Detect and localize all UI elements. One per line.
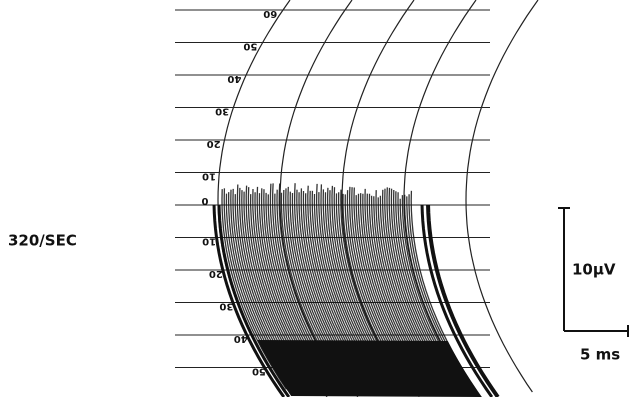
grid-label: 20 bbox=[207, 138, 221, 149]
grid-label: 60 bbox=[263, 8, 277, 19]
grid-label: 10 bbox=[202, 171, 216, 182]
rate-label: 320/SEC bbox=[8, 232, 77, 250]
grid-label: 50 bbox=[243, 41, 257, 52]
amplitude-label: 10μV bbox=[572, 261, 616, 279]
grid-label: 10 bbox=[202, 236, 216, 247]
figure: 6050403020100102030405060 320/SEC 10μV 5… bbox=[0, 0, 644, 397]
grid-label: 0 bbox=[202, 197, 209, 208]
grid-label: 40 bbox=[227, 73, 241, 84]
trace-dense bbox=[257, 340, 482, 397]
time-label: 5 ms bbox=[580, 346, 620, 364]
grid-label: 30 bbox=[215, 106, 229, 117]
grid-label: 20 bbox=[209, 268, 223, 279]
